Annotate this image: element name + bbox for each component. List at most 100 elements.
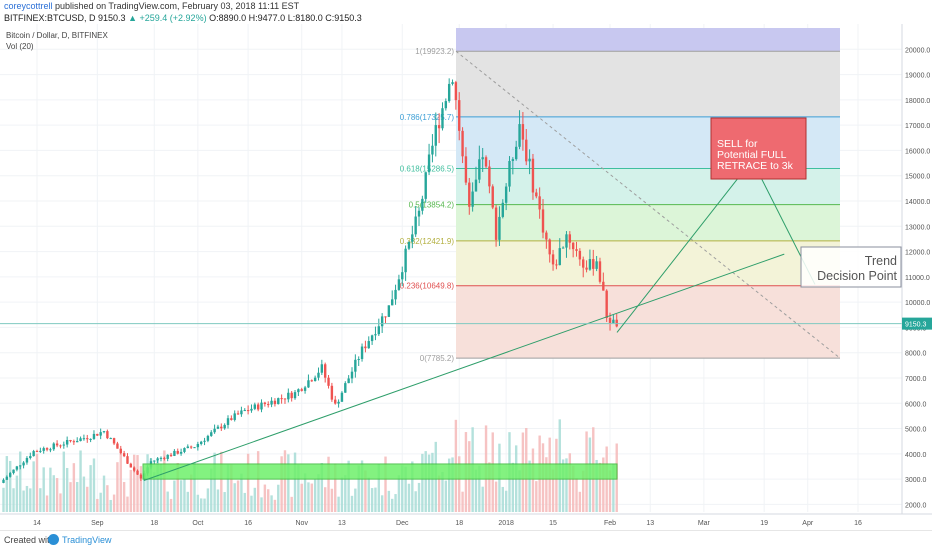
volume-bar [551,469,555,512]
candle-body [109,438,112,440]
price-tick-label: 13000.0 [905,224,930,231]
candle-body [256,404,260,410]
price-tick-label: 12000.0 [905,250,930,257]
candle-body [96,433,99,436]
candle-body [525,139,528,162]
fib-level-label: 0.618(15286.5) [400,164,455,173]
volume-bar [478,465,481,512]
candle-body [122,453,126,457]
fibonacci-retracement[interactable]: 1(19923.2) 0.786(17325.7) 0.618(15286.5) 0.… [400,28,841,363]
volume-bar [206,488,210,512]
candle-body [106,431,109,439]
candle-body [186,446,189,449]
volume-bar [8,460,12,512]
time-tick-label: Oct [192,520,203,527]
volume-bar [200,498,203,512]
candle-body [548,239,551,255]
candle-body [260,402,263,410]
volume-bar [303,473,307,512]
sell-box-background [710,117,807,180]
volume-bar [149,458,153,512]
fib-level-label: 0.382(12421.9) [400,237,455,246]
volume-bar [267,489,270,512]
candle-body [277,398,280,405]
volume-bar [256,451,260,512]
volume-bar [347,460,350,512]
candle-body [89,438,92,440]
candle-body [478,159,481,180]
candle-body [447,83,451,102]
candle-body [414,216,417,235]
fib-level-label: 1(19923.2) [415,47,454,56]
time-axis[interactable]: 14 Sep 18 Oct 16 Nov 13 Dec 18 2018 15 Feb 13 Mar 19 Ap… [0,513,932,527]
candle-body [521,124,525,140]
volume-bar [511,462,515,512]
last-price: 9150.3 [98,13,126,23]
candle-body [474,179,478,192]
price-chart[interactable]: 1(19923.2) 0.786(17325.7) 0.618(15286.5) 0.… [0,24,932,529]
volume-bar [82,476,86,512]
volume-bar [32,461,35,512]
volume-bar [317,474,320,512]
volume-bar [116,462,119,512]
last-price-badge [902,317,932,330]
price-axis[interactable]: 2000.0 3000.0 4000.0 5000.0 6000.0 7000.0 8000… [901,24,932,529]
volume-bar [89,465,92,512]
candle-body [615,319,618,327]
volume-bar [15,475,19,512]
candle-body [380,316,384,327]
candle-body [404,248,407,273]
volume-bar [421,453,424,512]
tradingview-brand[interactable]: TradingView [62,535,112,545]
candle-body [595,261,598,269]
symbol-info: BITFINEX:BTCUSD, D 9150.3 ▲ +259.4 (+2.9… [4,13,362,23]
volume-bar [22,490,25,512]
author-link[interactable]: coreycottrell [4,1,53,11]
time-tick-label: 13 [338,520,346,527]
candle-body [377,326,381,335]
candle-body [303,387,307,391]
trend-box-text: Trend [865,254,897,268]
price-tick-label: 3000.0 [905,477,927,484]
candle-body [22,462,25,466]
volume-bar [488,462,491,512]
candle-body [354,359,357,372]
candle-body [394,289,397,300]
volume-bar [364,470,367,512]
price-tick-label: 11000.0 [905,275,930,282]
volume-bar [407,483,411,512]
candle-body [213,428,216,433]
volume-bar [139,466,143,512]
volume-bar [2,487,5,512]
candle-body [340,392,344,402]
volume-bar [79,450,82,512]
candle-body [92,433,96,439]
volume-bar [277,484,280,512]
candle-body [374,334,377,336]
footer: Created with TradingView [0,530,932,551]
candle-body [575,249,578,251]
candle-body [253,404,257,409]
created-with-text: Created with [4,535,55,545]
volume-bar [35,453,39,512]
tradingview-logo-icon[interactable] [48,534,59,545]
volume-bar [59,493,62,512]
candle-body [417,210,421,217]
volume-bar [310,483,313,512]
volume-bar [323,487,327,512]
candle-body [233,413,236,420]
candle-body [273,400,277,405]
candle-body [605,290,608,319]
volume-bar [461,491,464,512]
volume-bar [370,488,374,512]
volume-bar [612,464,615,512]
volume-bar [223,492,226,512]
fib-band [456,204,840,241]
volume-bar [424,451,427,512]
volume-bar [146,454,149,512]
price-tick-label: 10000.0 [905,300,930,307]
volume-bar [561,459,565,512]
